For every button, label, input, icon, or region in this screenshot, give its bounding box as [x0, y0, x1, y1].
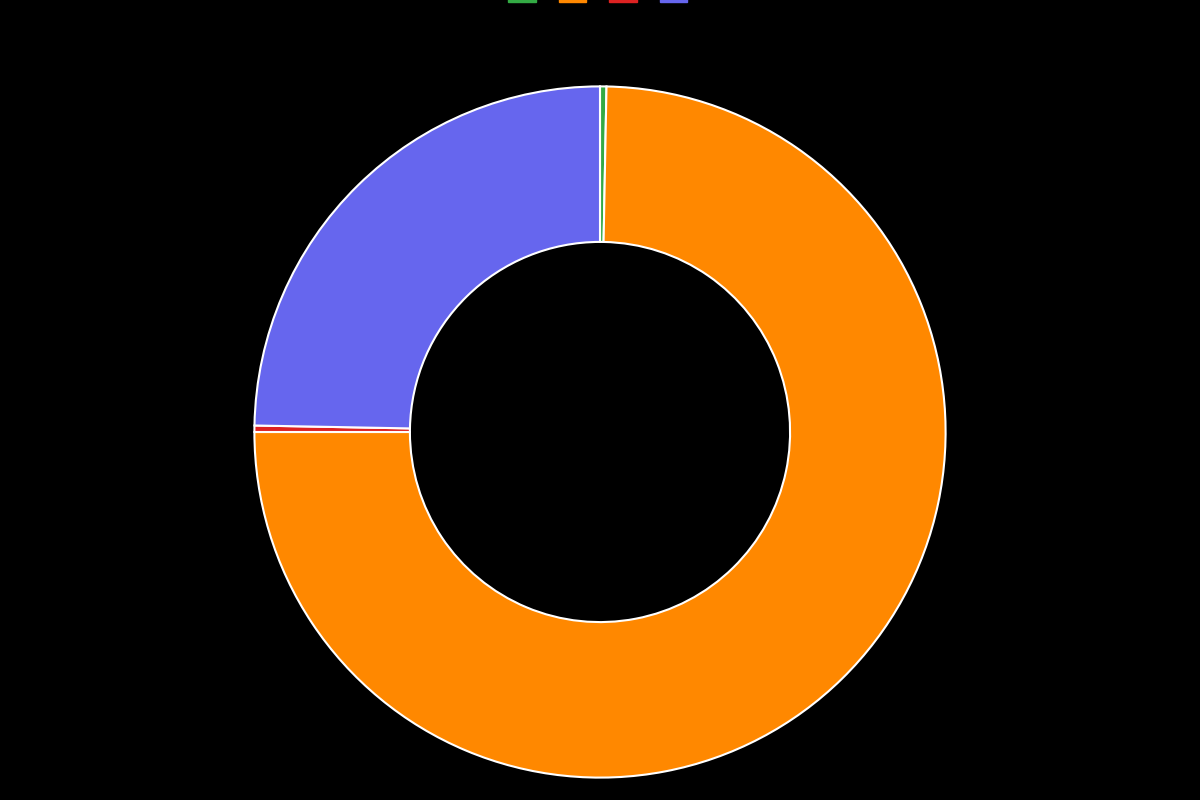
- Wedge shape: [254, 86, 600, 429]
- Wedge shape: [254, 426, 410, 432]
- Legend: , , , : , , ,: [503, 0, 697, 9]
- Wedge shape: [254, 86, 946, 778]
- Wedge shape: [600, 86, 606, 242]
